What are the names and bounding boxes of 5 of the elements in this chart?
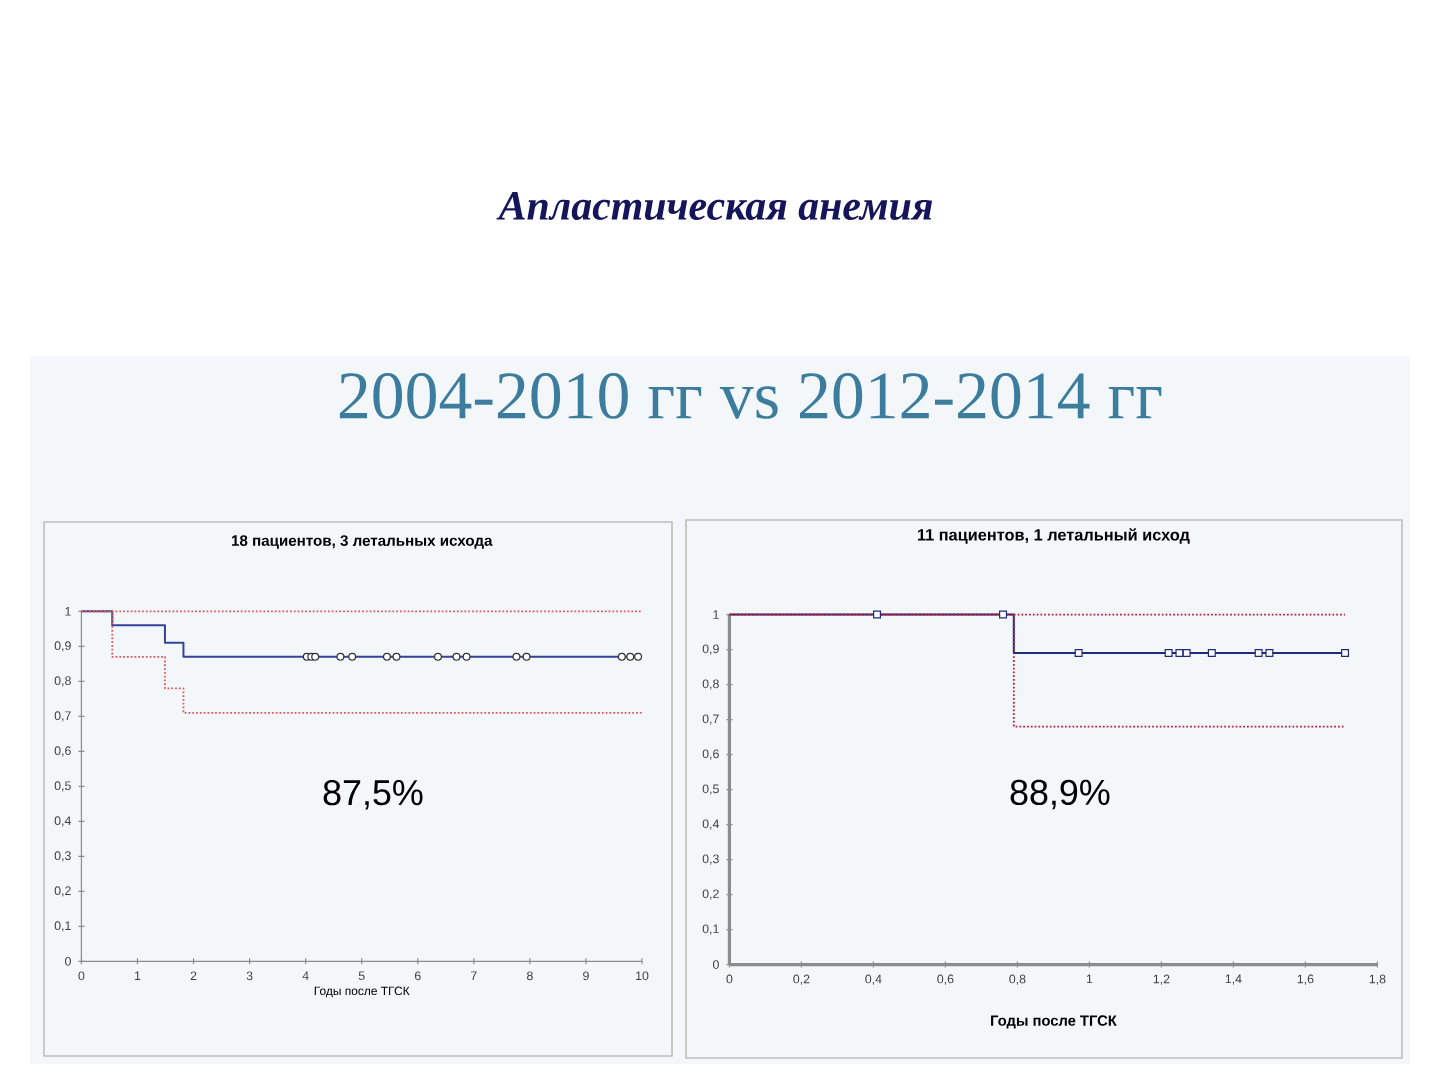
text: 2004-2010 гг vs 2012-2014 гг xyxy=(339,373,1162,419)
text: Апластическая анемия xyxy=(496,191,933,221)
chart-title: 11 пациентов, 1 летальный исход xyxy=(917,528,1190,544)
annotation: 87,5% xyxy=(323,779,423,810)
annotation: 88,9% xyxy=(1010,779,1110,810)
